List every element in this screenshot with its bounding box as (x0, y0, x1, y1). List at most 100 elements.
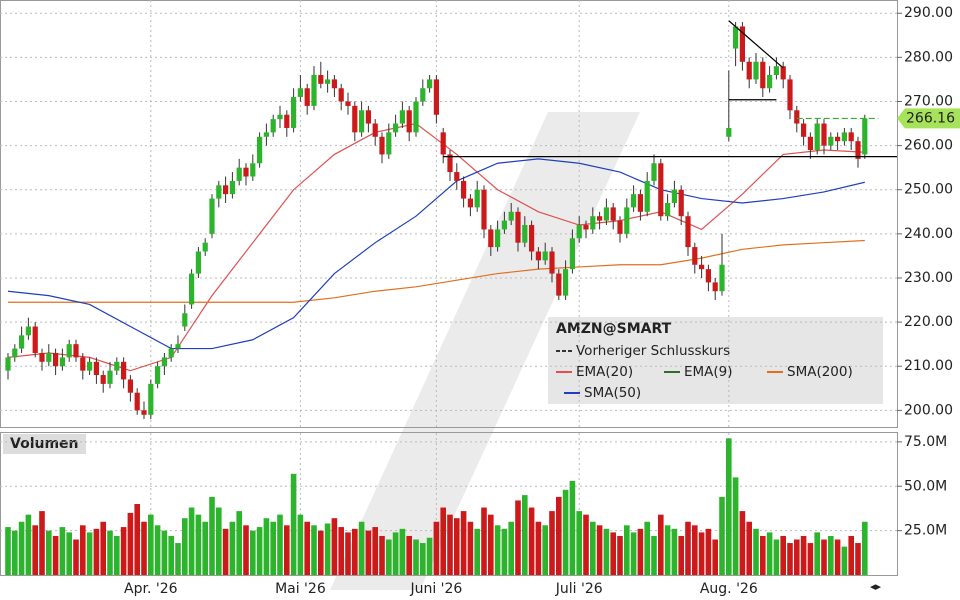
volume-bar (515, 500, 521, 575)
candle-body (32, 326, 38, 353)
candle-body (291, 97, 297, 128)
candle-body (848, 132, 854, 142)
volume-bar (18, 521, 25, 575)
volume-bar (671, 528, 678, 575)
candle-body (773, 66, 779, 76)
volume-bar (773, 539, 780, 575)
volume-bar (141, 521, 147, 575)
candle-body (25, 326, 31, 336)
candle-body (338, 88, 344, 102)
y-tick-label: 250.00 (904, 182, 953, 198)
candle-body (182, 313, 188, 327)
candle-body (399, 110, 405, 124)
candle-body (168, 348, 174, 358)
volume-tick-label: 75.0M (904, 434, 947, 450)
legend-label: EMA(9) (684, 364, 733, 380)
candle-body (311, 75, 317, 106)
candle-body (73, 344, 79, 358)
volume-bar (732, 477, 739, 575)
candle-body (386, 132, 392, 155)
candle-body (433, 79, 439, 115)
x-tick-label: Apr. '26 (124, 581, 178, 597)
volume-bar (413, 539, 419, 575)
candle-body (365, 110, 371, 124)
volume-bar (488, 514, 494, 575)
watermark (330, 112, 640, 590)
candle-body (413, 101, 419, 133)
candle-body (406, 110, 412, 133)
candle-body (821, 123, 827, 146)
volume-bar (372, 527, 378, 575)
volume-bar (522, 495, 528, 575)
volume-bar (202, 521, 208, 575)
candle-body (379, 136, 385, 155)
candle-body (760, 61, 766, 89)
candle-body (637, 194, 643, 212)
y-tick-label: 280.00 (904, 49, 953, 65)
candle-body (134, 392, 140, 411)
legend-title: AMZN@SMART (556, 321, 672, 337)
volume-bar (93, 528, 100, 575)
volume-bar (352, 528, 358, 575)
volume-bar (114, 535, 120, 575)
volume-bar (39, 511, 45, 575)
volume-bar (862, 521, 868, 575)
candle-body (270, 119, 276, 133)
candle-body (189, 273, 195, 305)
indicator-line (7, 158, 865, 350)
candle-body (474, 189, 480, 208)
volume-bar (256, 527, 263, 575)
volume-bar (794, 539, 800, 575)
candle-body (359, 110, 365, 133)
candle-body (87, 361, 93, 371)
price-tag-label: 266.16 (906, 110, 955, 126)
candle-body (284, 114, 290, 128)
candle-body (467, 198, 473, 208)
volume-bar (406, 535, 412, 575)
volume-bar (787, 543, 793, 575)
volume-bar (59, 527, 66, 575)
volume-bar (494, 525, 501, 575)
volume-bar (229, 521, 236, 575)
candle-body (345, 101, 351, 106)
candle-body (501, 220, 507, 230)
candle-body (644, 180, 650, 212)
volume-bar (828, 535, 834, 575)
candle-body (522, 225, 528, 243)
volume-bar (841, 546, 848, 575)
y-tick-label: 260.00 (904, 138, 953, 154)
candle-body (692, 247, 698, 265)
volume-bar (726, 438, 732, 575)
volume-bar (270, 521, 276, 575)
volume-bar (766, 532, 773, 575)
volume-bar (250, 530, 256, 575)
candle-body (569, 238, 575, 270)
volume-bar (440, 507, 446, 575)
volume-bar (637, 528, 644, 575)
volume-bar (73, 539, 79, 575)
candle-body (651, 163, 657, 181)
volume-bar (222, 528, 229, 575)
scroll-arrow[interactable]: ◂▸ (870, 580, 882, 593)
indicator-line (7, 122, 865, 372)
volume-bar (528, 507, 535, 575)
volume-panel (0, 432, 898, 576)
volume-bar (386, 539, 392, 575)
volume-bar (481, 507, 487, 575)
candle-body (828, 136, 834, 146)
volume-bar (760, 535, 766, 575)
volume-bar (780, 535, 786, 575)
volume-bar (297, 514, 304, 575)
x-tick-label: Mai '26 (275, 581, 326, 597)
volume-bar (168, 535, 174, 575)
candle-body (100, 375, 106, 384)
candle-body (671, 189, 677, 203)
volume-bar (66, 532, 72, 575)
candle-body (195, 251, 201, 274)
volume-bar (501, 528, 508, 575)
x-tick-label: Juni '26 (409, 581, 462, 597)
volume-bar (848, 535, 854, 575)
candle-body (59, 357, 65, 367)
legend (548, 317, 883, 404)
candle-body (631, 194, 637, 208)
